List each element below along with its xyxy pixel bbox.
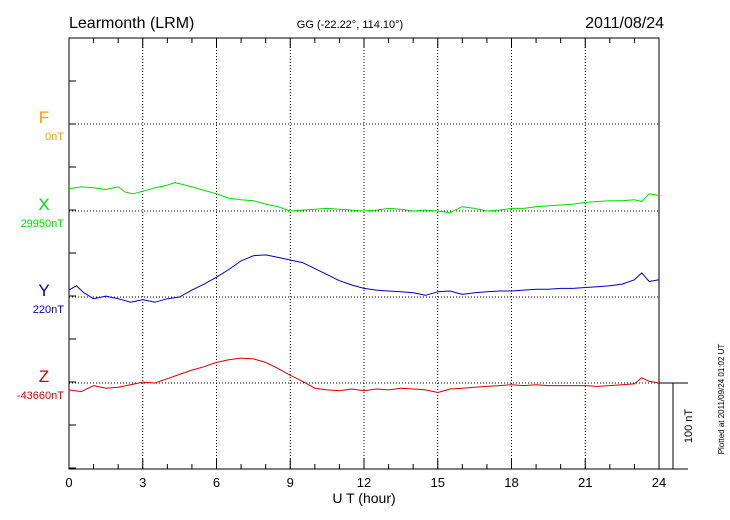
x-tick-labels: 0 3 6 9 12 15 18 21 24 — [65, 475, 666, 490]
scale-bar: 100 nT — [659, 382, 695, 470]
coordinates-label: GG (-22.22°, 114.10°) — [297, 19, 403, 31]
series-name-x: X — [38, 195, 49, 214]
series-name-y: Y — [38, 281, 49, 300]
series-baseline-f: 0nT — [45, 131, 64, 143]
x-tick-label: 0 — [65, 475, 72, 490]
x-tick-label: 12 — [357, 475, 371, 490]
series-lines — [68, 182, 660, 393]
series-line-z — [68, 357, 660, 393]
series-name-f: F — [39, 108, 49, 127]
x-tick-label: 9 — [287, 475, 294, 490]
series-baseline-z: -43660nT — [17, 390, 64, 402]
series-baseline-x: 29950nT — [21, 218, 65, 230]
scale-bar-label: 100 nT — [683, 409, 695, 444]
x-axis-label: U T (hour) — [332, 490, 395, 506]
axis-ticks — [68, 38, 660, 469]
x-tick-label: 18 — [504, 475, 518, 490]
plotted-note: Plotted at 2011/09/24 01:02 UT — [717, 344, 726, 455]
date-label: 2011/08/24 — [585, 15, 664, 32]
series-name-z: Z — [39, 367, 49, 386]
x-tick-label: 24 — [652, 475, 666, 490]
series-baseline-y: 220nT — [33, 304, 64, 316]
series-line-y — [68, 254, 660, 303]
series-labels: F 0nT X 29950nT Y 220nT Z -43660nT — [17, 108, 64, 402]
x-tick-label: 3 — [139, 475, 146, 490]
x-tick-label: 6 — [213, 475, 220, 490]
x-tick-label: 21 — [578, 475, 592, 490]
chart-grid — [69, 38, 659, 469]
station-title: Learmonth (LRM) — [69, 15, 194, 32]
x-tick-label: 15 — [431, 475, 445, 490]
series-line-x — [68, 182, 660, 214]
